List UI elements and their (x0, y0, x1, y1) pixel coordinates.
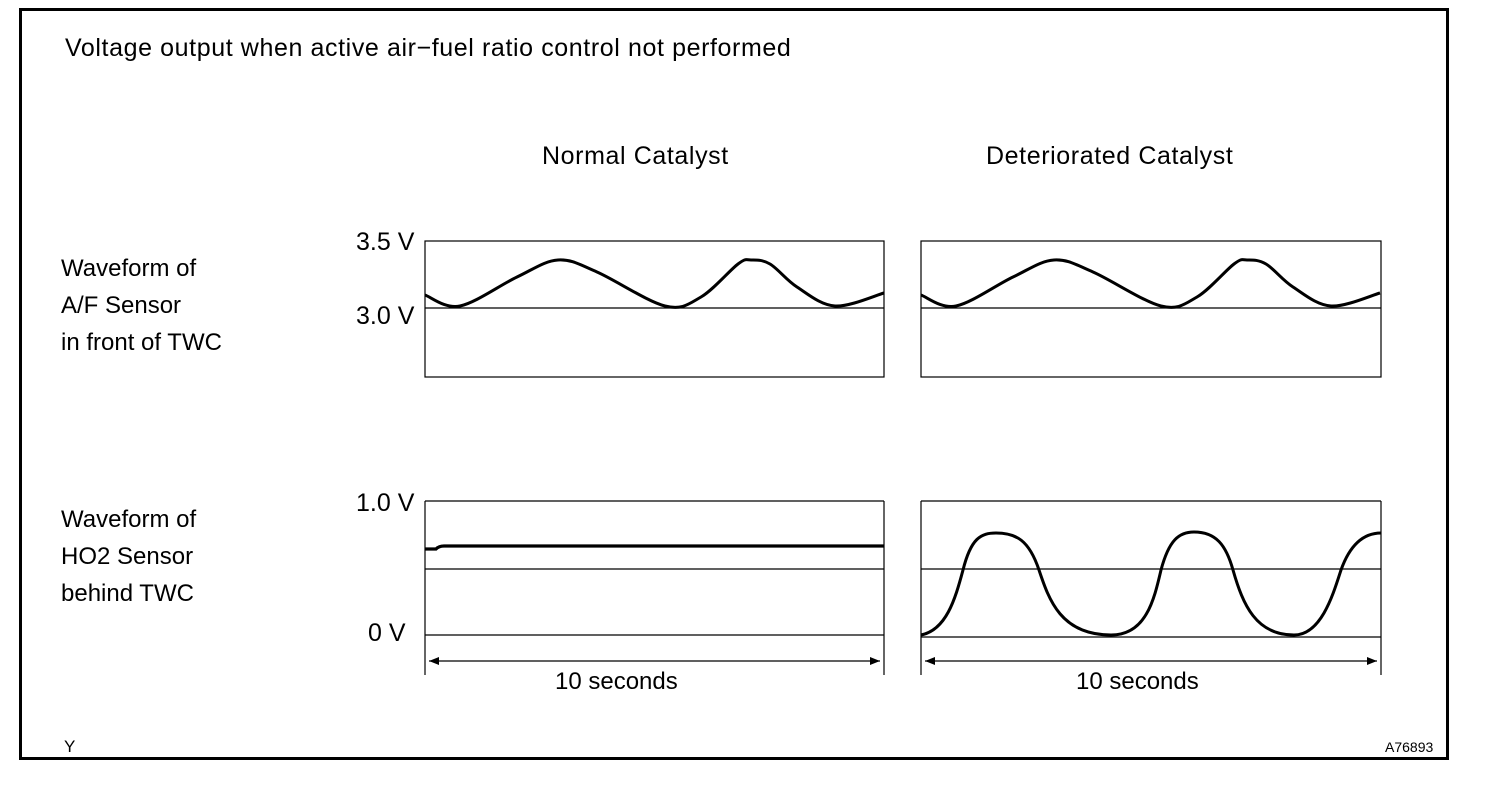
corner-mark: Y (64, 737, 76, 756)
time-span-label-normal: 10 seconds (555, 668, 678, 695)
plot-box (424, 240, 885, 378)
column-heading-deteriorated-catalyst: Deteriorated Catalyst (986, 142, 1234, 170)
af-sensor-waveform (920, 258, 1381, 309)
figure-title: Voltage output when active air−fuel rati… (65, 34, 792, 62)
row-label-line: HO2 Sensor (61, 543, 194, 570)
row-label-line: Waveform of (61, 506, 197, 533)
voltage-label-af-top: 3.5 V (356, 228, 415, 256)
voltage-label-ho2-zero: 0 V (368, 619, 406, 647)
ho2-sensor-waveform (920, 530, 1382, 637)
row-label-line: in front of TWC (61, 329, 222, 356)
voltage-label-ho2-top: 1.0 V (356, 489, 415, 517)
time-span-label-deteriorated: 10 seconds (1076, 668, 1199, 695)
af-deteriorated-plot (920, 240, 1382, 378)
row-label-line: A/F Sensor (61, 292, 182, 319)
ho2-deteriorated-plot (920, 500, 1382, 675)
voltage-label-af-reference: 3.0 V (356, 302, 415, 330)
row-label-line: behind TWC (61, 580, 194, 607)
row-label-af-sensor: Waveform of A/F Sensor in front of TWC (61, 250, 301, 361)
af-normal-plot (424, 240, 885, 378)
column-heading-normal-catalyst: Normal Catalyst (542, 142, 729, 170)
ho2-normal-plot (424, 500, 885, 675)
figure-id: A76893 (1385, 739, 1434, 755)
figure-frame (19, 8, 1449, 760)
af-sensor-waveform (424, 258, 885, 309)
row-label-line: Waveform of (61, 255, 197, 282)
plot-box (920, 240, 1382, 378)
ho2-sensor-waveform (425, 544, 884, 551)
row-label-ho2-sensor: Waveform of HO2 Sensor behind TWC (61, 501, 301, 612)
